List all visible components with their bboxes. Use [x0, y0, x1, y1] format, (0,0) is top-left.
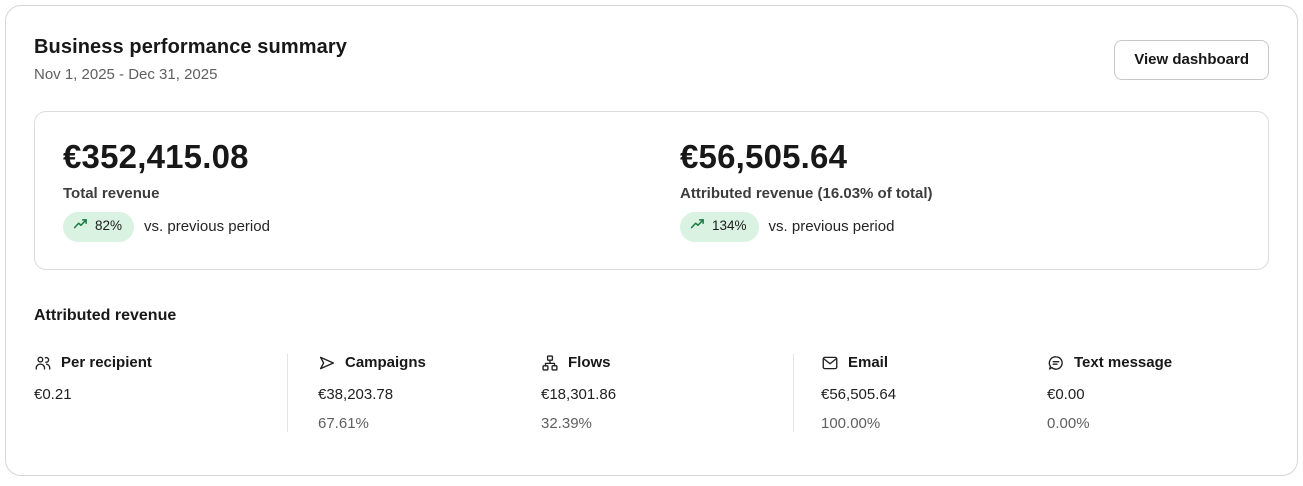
attributed-revenue-label: Attributed revenue (16.03% of total) — [680, 184, 933, 202]
stat-flows-header: Flows — [541, 354, 793, 372]
stat-value: €0.21 — [34, 385, 72, 403]
stat-email: Email €56,505.64 100.00% — [794, 354, 1047, 432]
stat-percent: 67.61% — [318, 414, 369, 432]
stat-label: Flows — [568, 354, 611, 372]
attributed-revenue-metric: €56,505.64 Attributed revenue (16.03% of… — [680, 138, 1240, 242]
flow-icon — [541, 354, 559, 372]
total-revenue-comparison-text: vs. previous period — [144, 218, 270, 236]
message-icon — [1047, 354, 1065, 372]
vertical-divider — [287, 353, 288, 432]
header-text-block: Business performance summary Nov 1, 2025… — [34, 36, 347, 83]
stat-campaigns-header: Campaigns — [318, 354, 541, 372]
total-revenue-metric: €352,415.08 Total revenue 82% vs. previo… — [63, 138, 680, 242]
page-title: Business performance summary — [34, 36, 347, 58]
total-revenue-change-row: 82% vs. previous period — [63, 211, 680, 242]
stat-percent: 100.00% — [821, 414, 881, 432]
total-revenue-amount: €352,415.08 — [63, 138, 249, 175]
stat-value: €56,505.64 — [821, 385, 897, 403]
total-revenue-change-value: 82% — [95, 218, 123, 234]
stat-per-recipient-header: Per recipient — [34, 354, 287, 372]
business-performance-card: Business performance summary Nov 1, 2025… — [5, 5, 1298, 476]
attributed-revenue-stats-row: Per recipient €0.21 Campaigns €38,203.78… — [34, 353, 1269, 432]
stat-flows: Flows €18,301.86 32.39% — [541, 354, 793, 432]
stat-per-recipient: Per recipient €0.21 — [34, 354, 287, 432]
attributed-revenue-comparison-text: vs. previous period — [768, 218, 895, 236]
email-icon — [821, 354, 839, 372]
stat-campaigns: Campaigns €38,203.78 67.61% — [288, 354, 541, 432]
summary-metrics-card: €352,415.08 Total revenue 82% vs. previo… — [34, 111, 1269, 270]
stat-value: €0.00 — [1047, 385, 1085, 403]
stat-percent: 0.00% — [1047, 414, 1090, 432]
stat-text-message: Text message €0.00 0.00% — [1047, 354, 1269, 432]
trend-up-icon — [73, 217, 88, 237]
users-icon — [34, 354, 52, 372]
total-revenue-change-badge: 82% — [63, 211, 135, 242]
total-revenue-label: Total revenue — [63, 184, 160, 202]
stat-value: €18,301.86 — [541, 385, 617, 403]
attributed-revenue-heading: Attributed revenue — [34, 306, 177, 324]
attributed-revenue-change-row: 134% vs. previous period — [680, 211, 1240, 242]
view-dashboard-button[interactable]: View dashboard — [1114, 39, 1269, 80]
date-range: Nov 1, 2025 - Dec 31, 2025 — [34, 66, 218, 83]
attributed-revenue-change-badge: 134% — [680, 211, 759, 242]
attributed-revenue-change-value: 134% — [712, 218, 747, 234]
vertical-divider — [793, 353, 794, 432]
stat-percent: 32.39% — [541, 414, 592, 432]
card-header: Business performance summary Nov 1, 2025… — [34, 36, 1269, 83]
attributed-revenue-amount: €56,505.64 — [680, 138, 848, 175]
stat-value: €38,203.78 — [318, 385, 394, 403]
stat-label: Email — [848, 354, 889, 372]
stat-label: Per recipient — [61, 354, 152, 372]
send-icon — [318, 354, 336, 372]
stat-label: Text message — [1074, 354, 1173, 372]
trend-up-icon — [690, 217, 705, 237]
stat-label: Campaigns — [345, 354, 426, 372]
stat-email-header: Email — [821, 354, 1047, 372]
stat-text-message-header: Text message — [1047, 354, 1269, 372]
